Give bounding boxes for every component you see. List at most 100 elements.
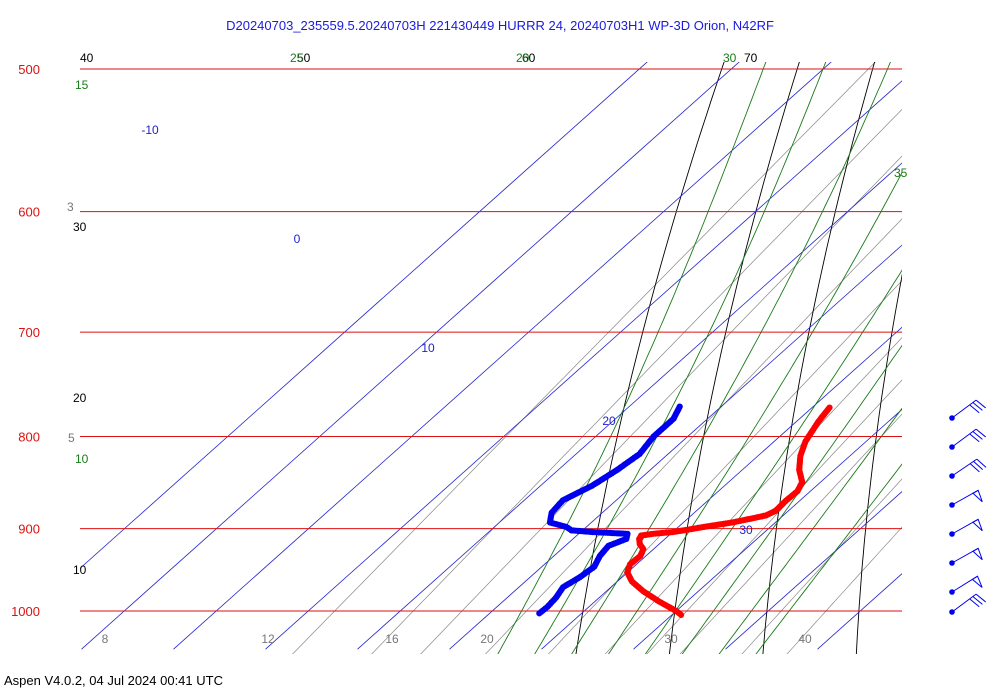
dry-adiabat-label: 20 [73,391,87,405]
dry-adiabat-label: 10 [73,563,87,577]
wind-barb-pennant [972,489,983,503]
wind-barb-feather [975,399,986,409]
mixing-ratio-line [485,218,902,654]
moist-adiabat-line [534,62,827,654]
moist-adiabat-label: 15 [75,78,89,92]
wind-barb [949,518,983,537]
wind-barb [949,547,983,566]
wind-barb-feather [972,431,983,440]
isotherm-label: 10 [421,341,435,355]
moist-adiabat-line [608,171,902,654]
dry-adiabat-label: 30 [73,220,87,234]
wind-barb-feather [969,463,980,473]
wind-barb-pennant [972,518,983,532]
mixing-ratio-label: 3 [67,200,74,214]
wind-barb [949,575,983,595]
mixing-ratio-line [292,62,876,654]
isotherm-label: -10 [141,123,159,137]
mixing-ratio-line [420,155,902,654]
moist-adiabat-label: 25 [290,51,304,65]
moist-adiabat-label: 35 [894,166,908,180]
pressure-label: 500 [18,62,40,77]
isotherm-line [541,326,902,650]
dry-adiabat-line [950,21,1000,657]
pressure-label: 800 [18,430,40,445]
pressure-label: 900 [18,522,40,537]
dry-adiabat-label: 70 [744,51,758,65]
wind-barb [949,458,987,479]
dry-adiabats [575,21,1000,657]
isotherm-line [633,408,902,650]
isobars [80,68,902,612]
wind-barb-feather [969,433,980,443]
footer-version: Aspen V4.0.2, 04 Jul 2024 00:41 UTC [4,673,223,688]
wind-barb [949,489,983,508]
mixing-ratio-line [679,413,902,654]
isotherm-line [357,162,902,650]
isotherm-label: 30 [739,523,753,537]
wind-barb-pennant [972,547,983,561]
wind-barb-feather [975,593,986,603]
dry-adiabat-line [762,62,876,654]
mixing-ratio-label: 30 [664,632,678,646]
sounding-profiles [536,403,833,618]
wind-barb-staff [951,593,977,613]
mixing-ratio-label: 40 [798,632,812,646]
dry-adiabat-line [575,62,725,654]
moist-adiabat-line [718,407,902,654]
pressure-label: 1000 [11,604,40,619]
isotherm-line [817,573,902,650]
dry-adiabat-label: 60 [522,51,536,65]
mixing-ratio-label: 16 [385,632,399,646]
isotherm-label: 0 [294,232,301,246]
mixing-ratio-line [741,478,902,654]
isotherm-line [81,62,740,650]
isotherm-line [173,62,832,650]
wind-barb-feather [969,598,980,608]
wind-barb-pennant [971,575,983,588]
wind-barb-feather [972,596,983,605]
moist-adiabat-line [497,62,767,654]
moist-adiabat-label: 10 [75,452,89,466]
wind-barbs [949,399,987,615]
dry-adiabat-label: 50 [297,51,311,65]
wind-barb-staff [951,428,977,448]
moist-adiabat-label: 20 [516,51,530,65]
moist-adiabat-line [571,62,891,654]
dry-adiabat-label: 40 [80,51,94,65]
moist-adiabat-line [755,463,902,654]
dewpoint-profile-point [536,610,543,617]
moist-adiabat-line [644,269,902,654]
mixing-ratio-line [646,379,902,654]
chart-title: D20240703_235559.5.20240703H 221430449 H… [226,18,774,33]
isotherm-line [265,80,902,650]
wind-barb-feather [975,428,986,438]
pressure-label: 600 [18,205,40,220]
dry-adiabat-line [668,62,800,654]
mixing-ratio-label: 5 [68,431,75,445]
wind-barb [949,593,986,615]
mixing-ratio-line [786,526,902,654]
dewpoint-profile [536,403,683,617]
diagram-labels: 500 600 700 800 900 1000 -10 0 10 20 30 40 50 60 70 30 2… [11,51,908,646]
mixing-ratio-label: 20 [480,632,494,646]
dry-adiabat-line [855,273,902,654]
isotherms [80,62,902,650]
isotherm-line [449,244,902,650]
wind-barb-feather [969,404,980,414]
mixing-ratio-lines [292,62,902,654]
wind-barb-feather [972,402,983,411]
pressure-label: 700 [18,325,40,340]
mixing-ratio-label: 12 [261,632,275,646]
wind-barb-feather [976,458,987,468]
wind-barb-feather [973,461,984,471]
mixing-ratio-line [371,108,902,654]
mixing-ratio-label: 8 [102,632,109,646]
moist-adiabat-line [681,344,902,654]
wind-barb [949,428,986,450]
moist-adiabats [497,62,902,654]
isotherm-label: 20 [602,414,616,428]
wind-barb-staff [951,458,978,477]
temperature-profile-point [677,611,685,618]
